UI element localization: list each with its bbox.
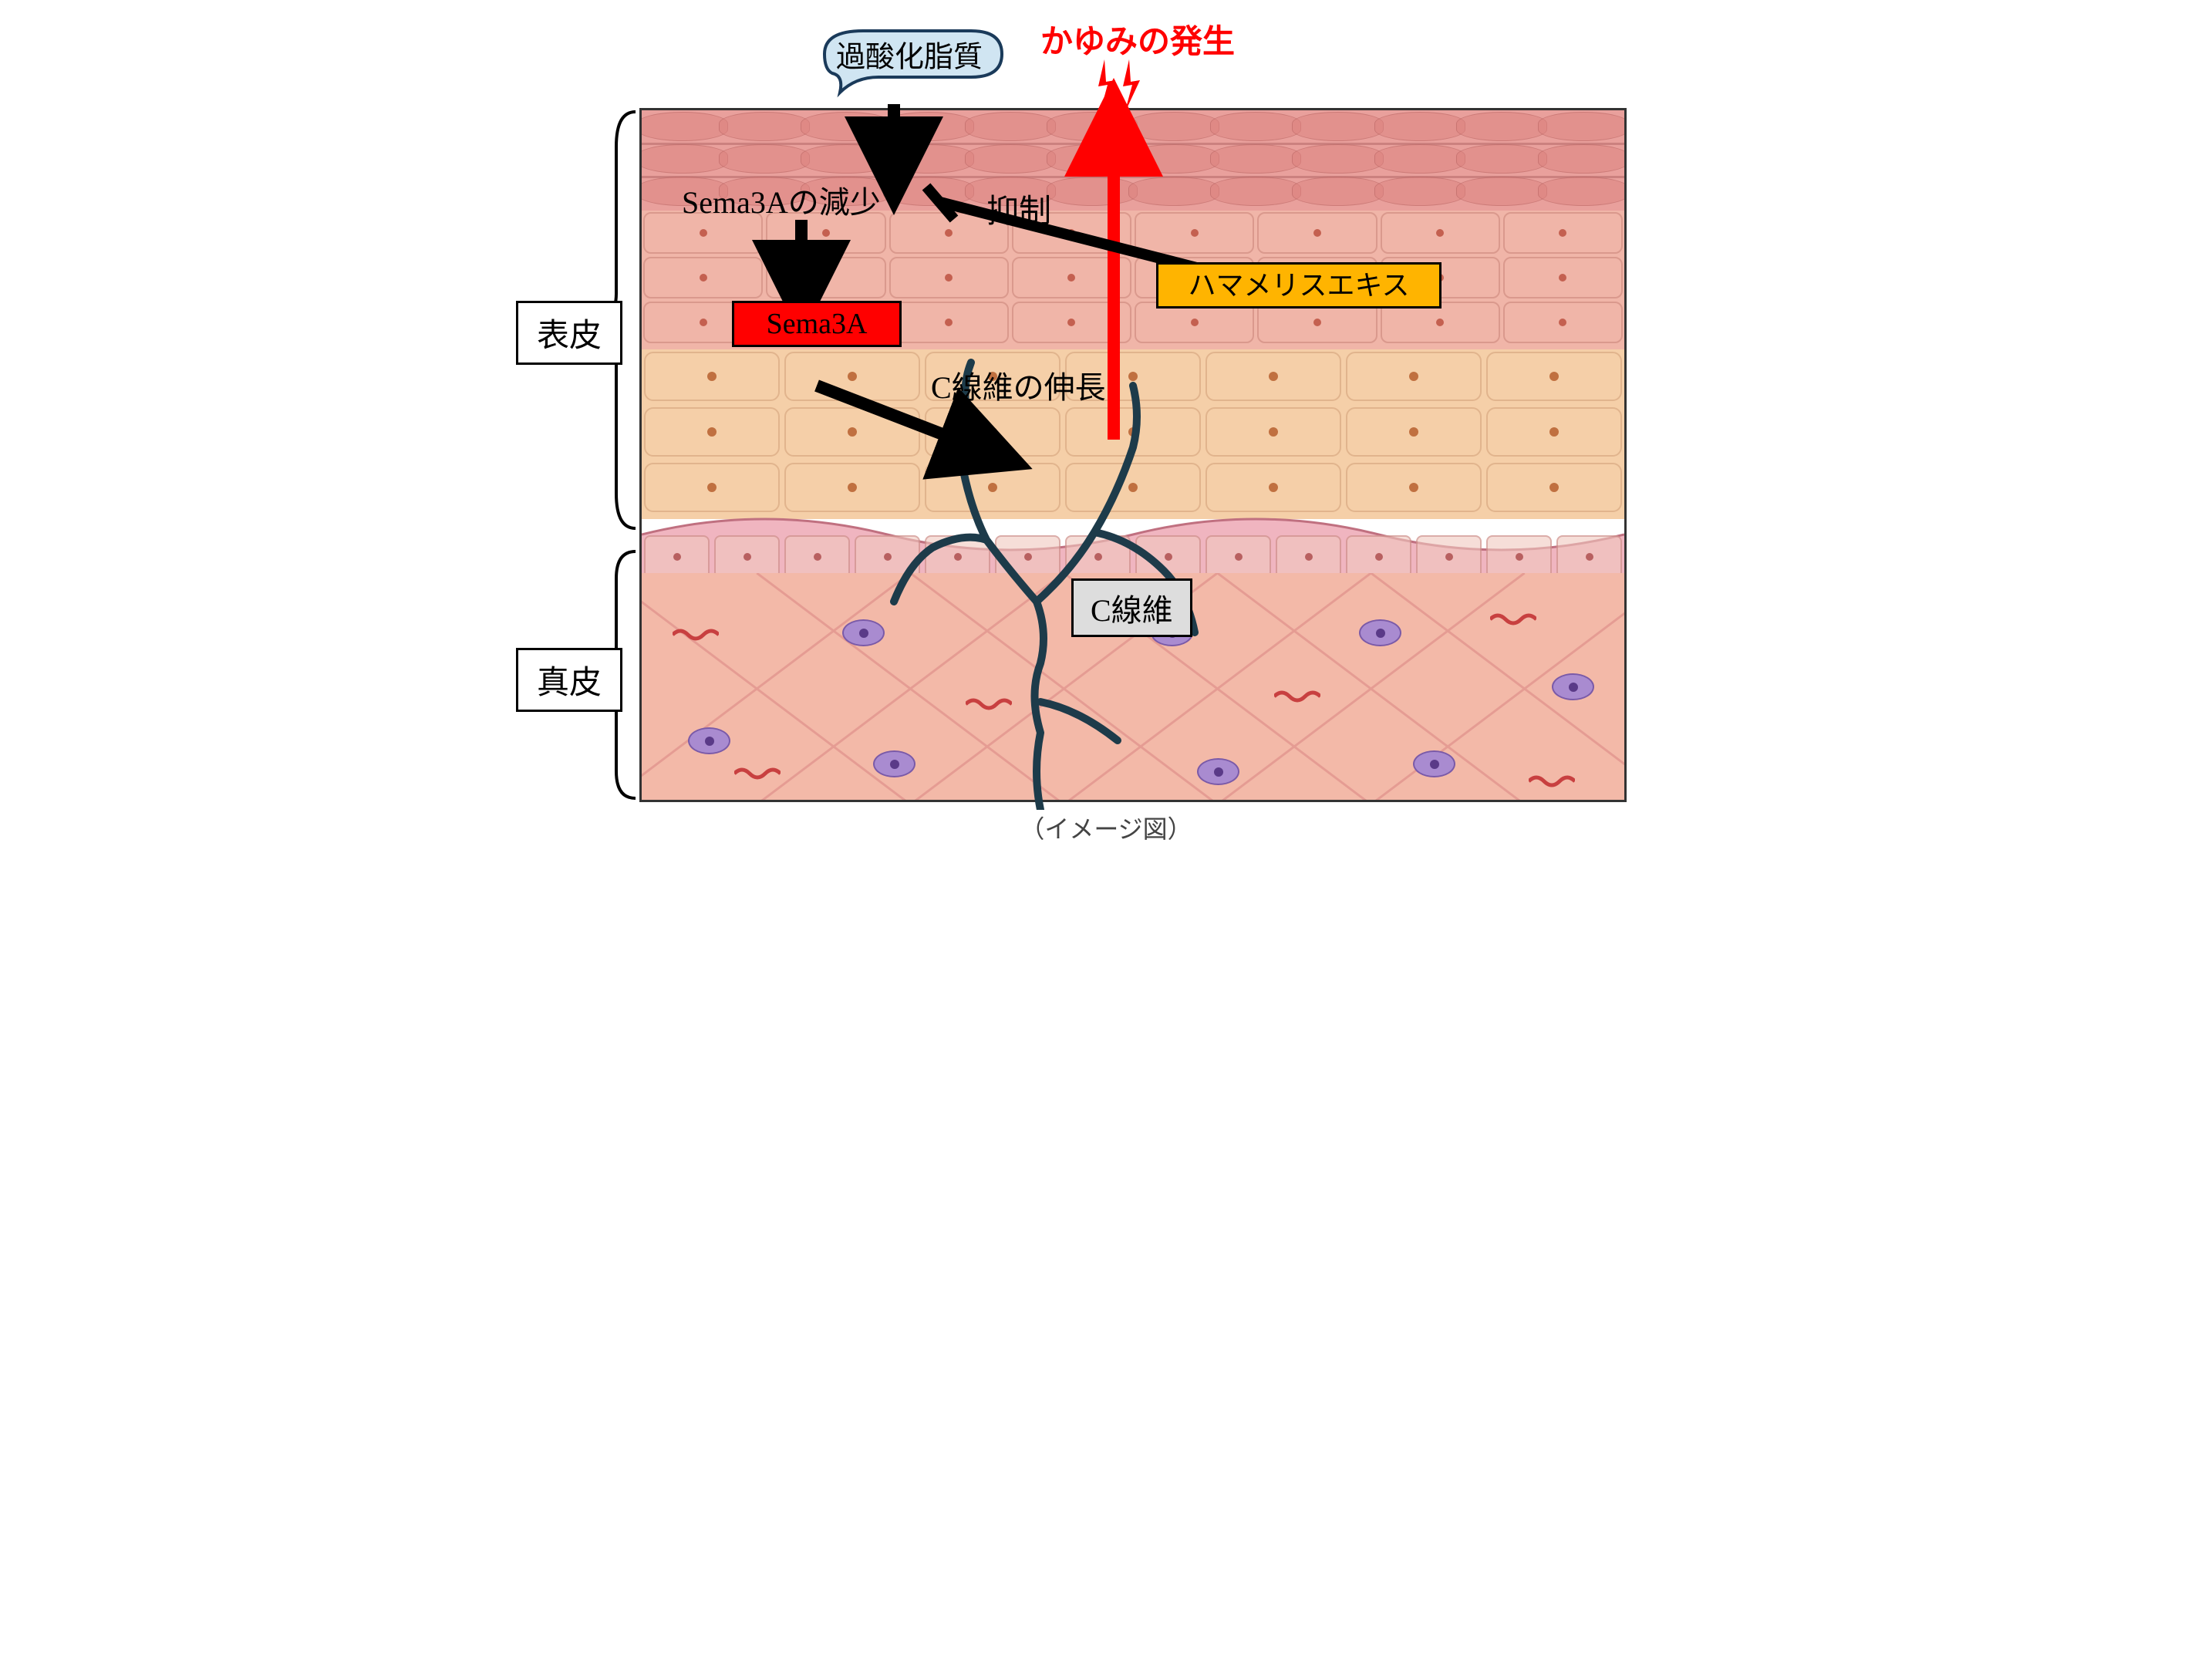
- caption: （イメージ図）: [516, 810, 1696, 845]
- diagram-canvas: 過酸化脂質 かゆみの発生: [516, 0, 1696, 887]
- hamamelis-box: ハマメリスエキス: [1156, 262, 1442, 309]
- sema3a-box: Sema3A: [732, 301, 902, 347]
- lipid-peroxide-bubble: 過酸化脂質: [801, 23, 1017, 100]
- inhibition-label: 抑制: [986, 185, 1051, 232]
- c-fiber-extension-label: C線維の伸長: [931, 362, 1106, 407]
- sema3a-decrease-label: Sema3Aの減少: [682, 177, 881, 222]
- arrow-bubble-down: [871, 100, 932, 185]
- bubble-text: 過酸化脂質: [836, 33, 983, 76]
- arrow-decrease-to-sema3a: [778, 216, 840, 309]
- c-fiber-label: C線維: [1071, 578, 1192, 637]
- dermis-label: 真皮: [516, 648, 622, 712]
- epidermis-label: 表皮: [516, 301, 622, 365]
